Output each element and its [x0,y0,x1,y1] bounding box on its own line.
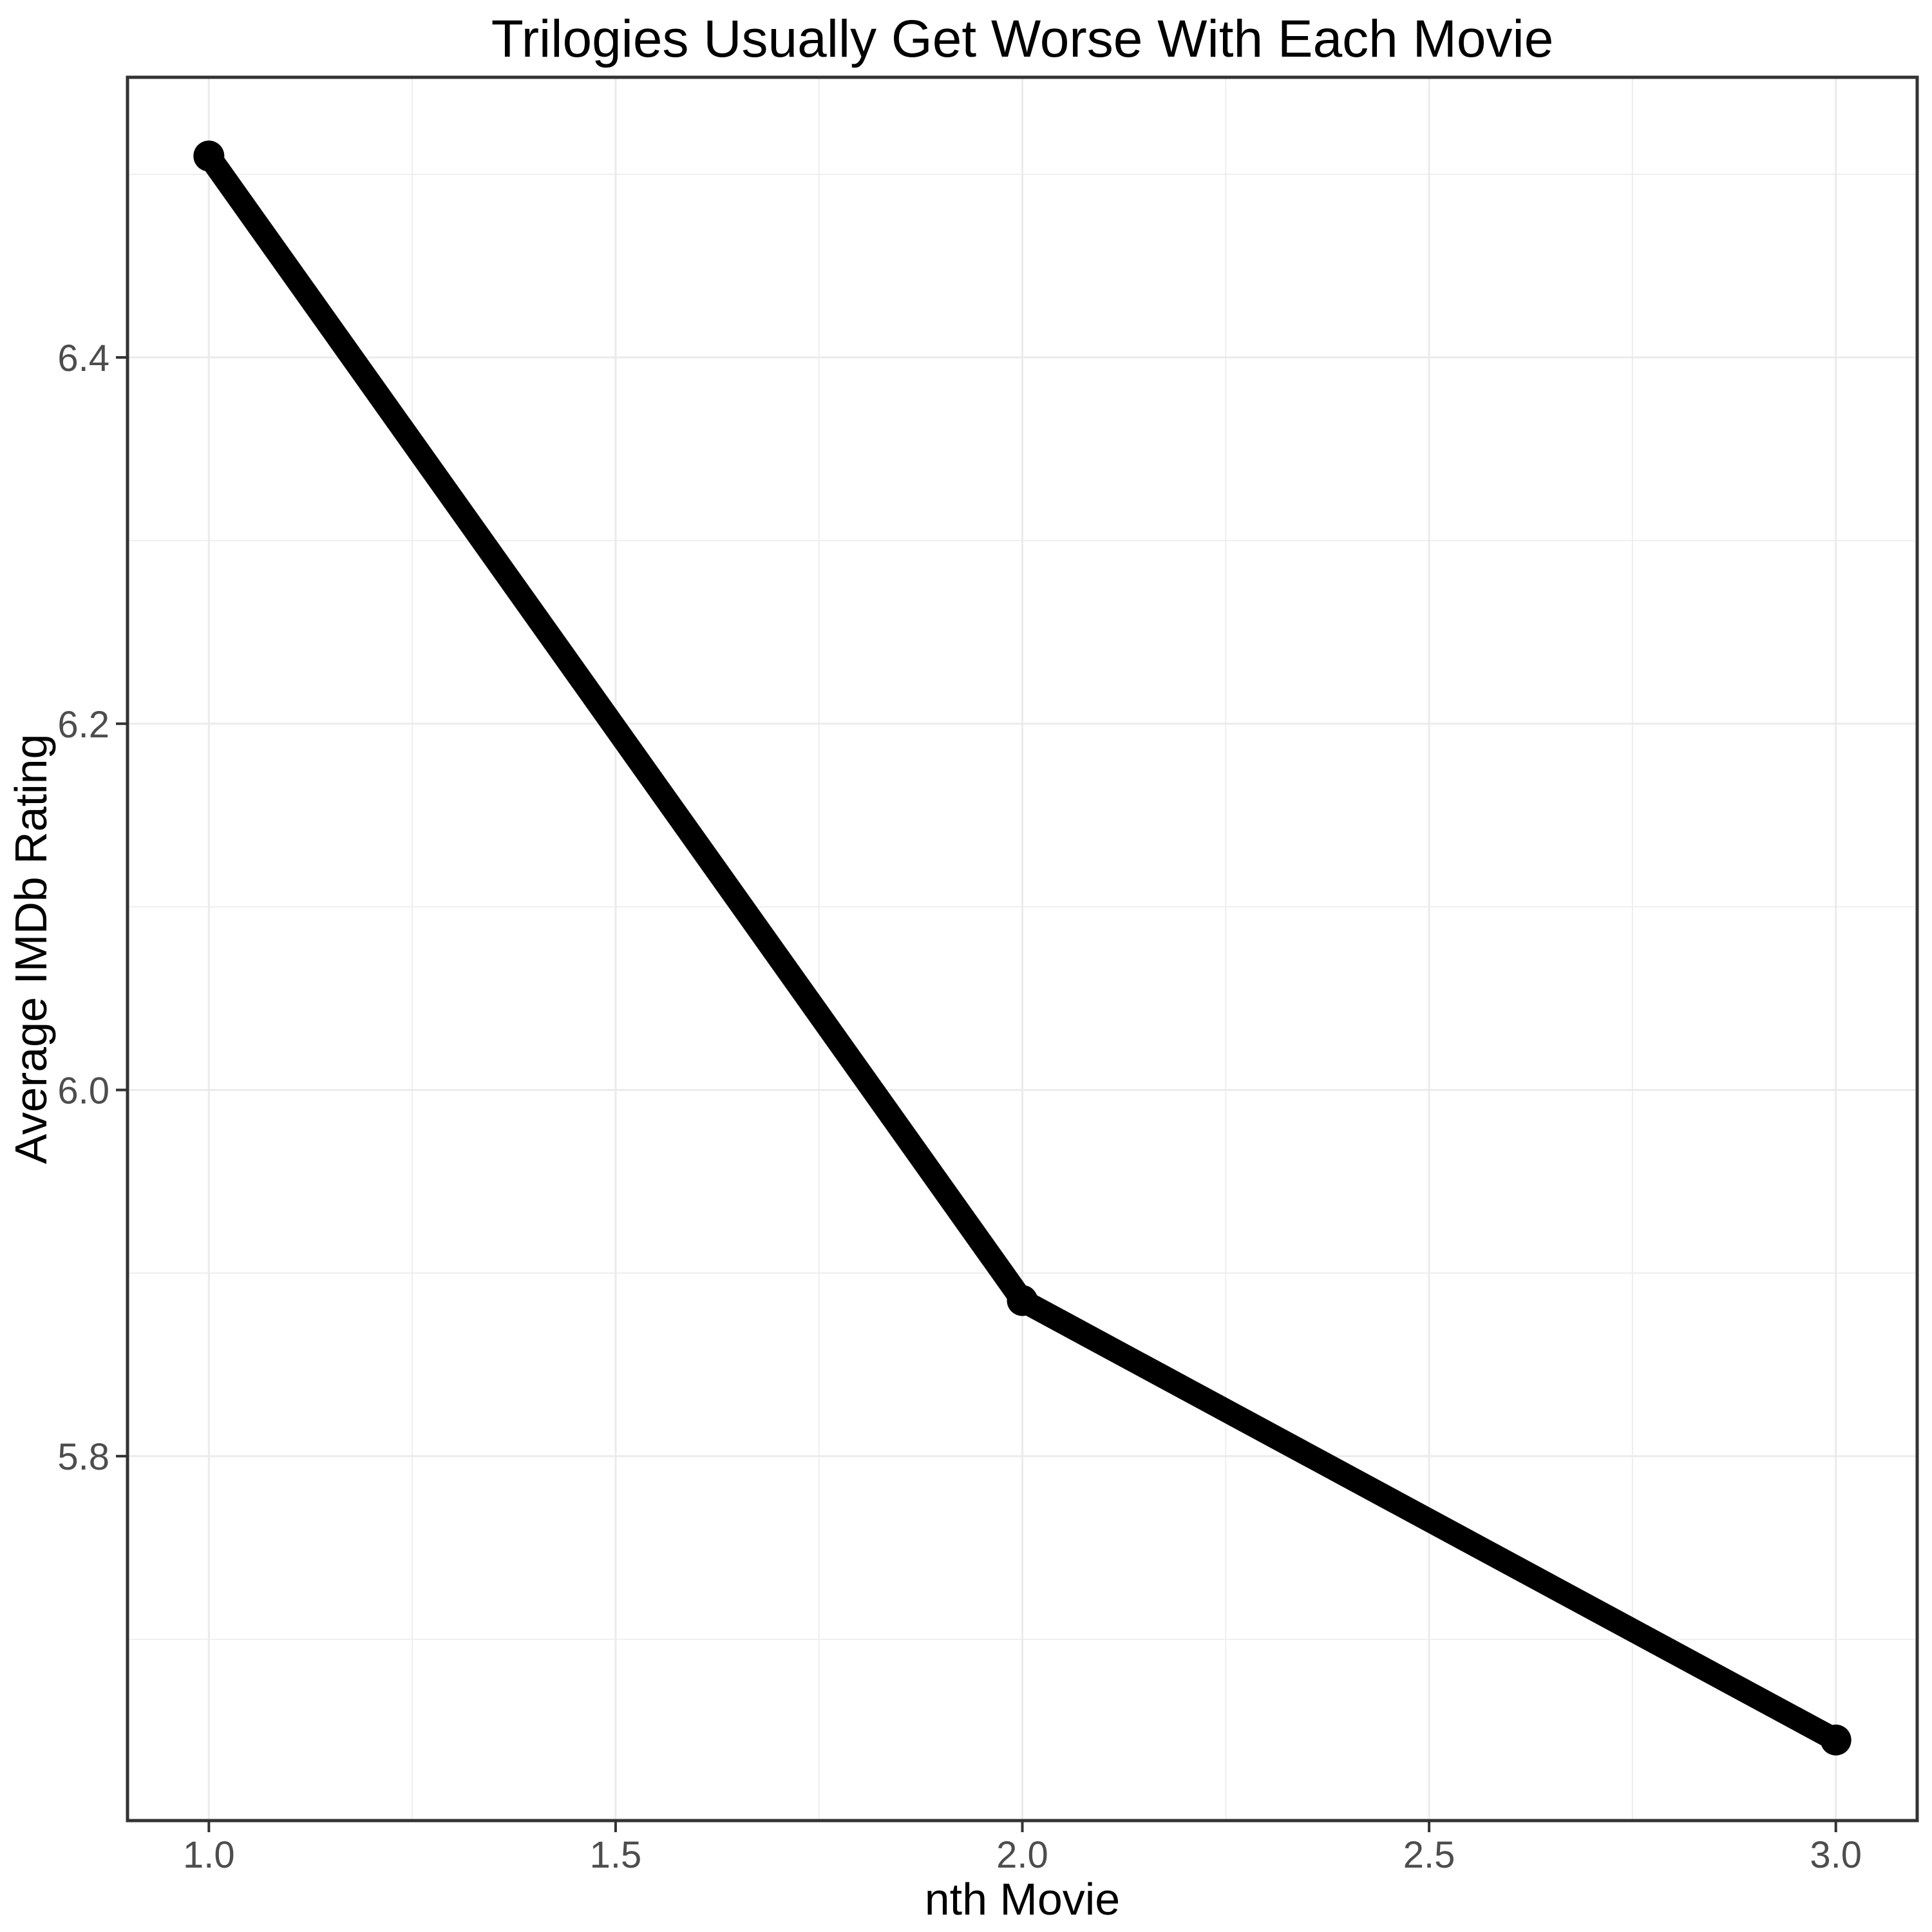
major-gridlines [128,77,1917,1821]
x-axis-title: nth Movie [925,1874,1120,1924]
y-tick-label: 6.4 [57,337,109,379]
axis-tick-marks [116,356,1837,1832]
data-point [1007,1285,1038,1316]
x-axis-tick-labels: 1.0 1.5 2.0 2.5 3.0 [183,1834,1862,1876]
y-tick-label: 6.0 [57,1070,109,1112]
series-layer [193,140,1852,1756]
data-point [1820,1724,1852,1756]
y-axis-title: Average IMDb Rating [6,734,56,1164]
data-point [193,140,225,172]
x-tick-label: 1.0 [183,1834,235,1876]
chart-title: Trilogies Usually Get Worse With Each Mo… [491,10,1554,68]
x-tick-label: 3.0 [1810,1834,1862,1876]
y-tick-label: 6.2 [57,704,109,746]
x-tick-label: 2.5 [1403,1834,1455,1876]
y-tick-label: 5.8 [57,1436,109,1478]
y-axis-tick-labels: 5.8 6.0 6.2 6.4 [57,337,109,1478]
x-tick-label: 2.0 [996,1834,1048,1876]
x-tick-label: 1.5 [590,1834,642,1876]
